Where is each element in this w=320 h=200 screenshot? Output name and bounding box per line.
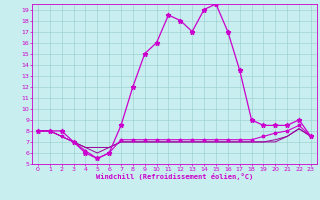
X-axis label: Windchill (Refroidissement éolien,°C): Windchill (Refroidissement éolien,°C) bbox=[96, 173, 253, 180]
